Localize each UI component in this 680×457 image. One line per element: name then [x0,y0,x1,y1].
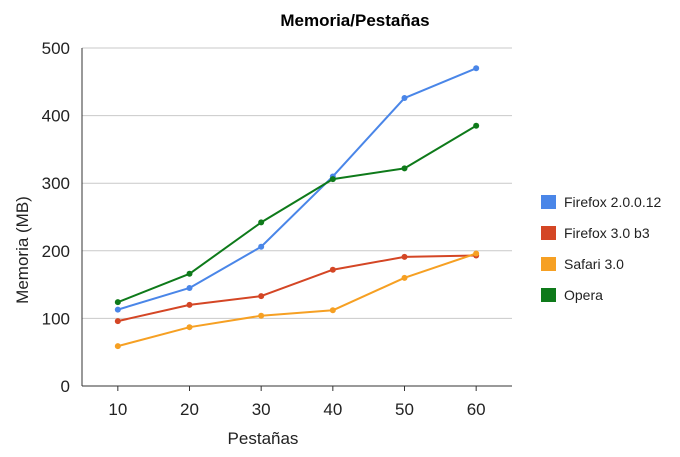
x-tick-label: 40 [323,400,342,419]
data-point-firefox-2-0-0-12 [258,243,265,250]
legend-label-firefox-2-0-0-12: Firefox 2.0.0.12 [564,194,661,210]
legend-label-opera: Opera [564,287,603,303]
legend-swatch-opera [541,288,556,302]
legend-swatch-firefox-2-0-0-12 [541,195,556,209]
y-tick-label: 100 [42,309,70,328]
data-point-firefox-3-0-b3 [258,293,265,300]
data-point-opera [473,122,480,129]
data-point-opera [114,299,121,306]
y-tick-label: 0 [61,377,70,396]
data-series [114,65,480,350]
data-point-opera [186,270,193,277]
x-tick-label: 10 [108,400,127,419]
y-axis-label: Memoria (MB) [13,196,32,304]
data-point-firefox-3-0-b3 [329,266,336,273]
data-point-firefox-2-0-0-12 [473,65,480,72]
series-line-firefox-3-0-b3 [117,254,477,323]
data-point-opera [401,165,408,172]
data-point-safari-3-0 [186,324,193,331]
data-point-safari-3-0 [473,250,480,257]
data-point-safari-3-0 [114,343,121,350]
series-line-safari-3-0 [117,252,477,348]
chart-title: Memoria/Pestañas [280,11,429,30]
data-point-safari-3-0 [329,307,336,314]
y-tick-label: 400 [42,107,70,126]
data-point-firefox-2-0-0-12 [186,284,193,291]
data-point-safari-3-0 [401,274,408,281]
data-point-firefox-2-0-0-12 [401,95,408,102]
data-point-opera [329,176,336,183]
axes: 0 100 200 300 400 500 10 20 30 40 50 60 [42,39,512,419]
x-tick-label: 50 [395,400,414,419]
data-point-firefox-3-0-b3 [401,253,408,260]
legend-swatch-firefox-3-0-b3 [541,226,556,240]
y-tick-label: 500 [42,39,70,58]
legend-label-firefox-3-0-b3: Firefox 3.0 b3 [564,225,650,241]
series-line-firefox-2-0-0-12 [117,67,477,311]
y-tick-label: 200 [42,242,70,261]
y-tick-label: 300 [42,174,70,193]
x-tick-label: 20 [180,400,199,419]
data-point-safari-3-0 [258,312,265,319]
legend-swatch-safari-3-0 [541,257,556,271]
series-line-opera [117,124,477,304]
legend-label-safari-3-0: Safari 3.0 [564,256,624,272]
x-tick-label: 30 [252,400,271,419]
data-point-firefox-3-0-b3 [186,301,193,308]
data-point-opera [258,219,265,226]
data-point-firefox-3-0-b3 [114,318,121,325]
grid-lines [82,47,512,319]
x-axis-label: Pestañas [228,429,299,448]
legend: Firefox 2.0.0.12 Firefox 3.0 b3 Safari 3.0… [541,194,661,303]
x-tick-label: 60 [467,400,486,419]
data-point-firefox-2-0-0-12 [114,306,121,313]
